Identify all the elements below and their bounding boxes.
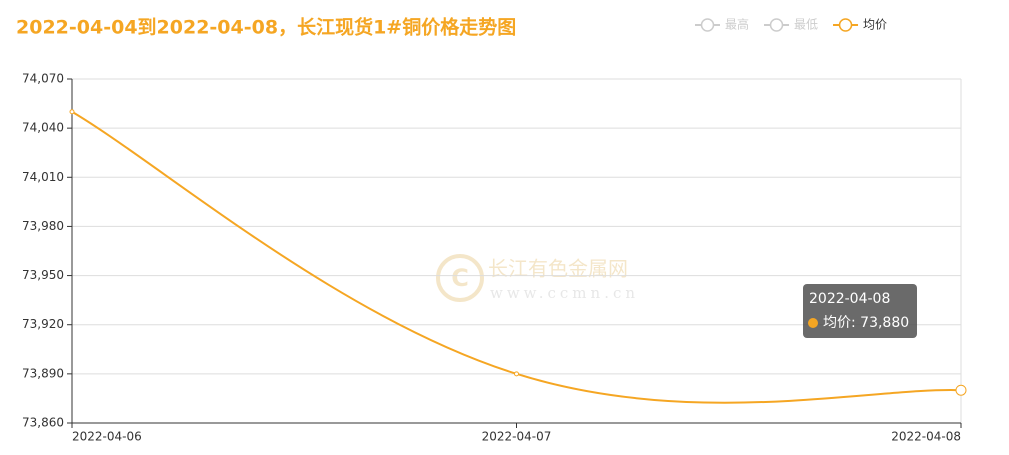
tooltip: 2022-04-08 均价: 73,880	[803, 284, 917, 338]
legend-marker	[769, 18, 784, 32]
x-tick-label: 2022-04-06	[72, 430, 142, 444]
chart-title: 2022-04-04到2022-04-08，长江现货1#铜价格走势图	[16, 16, 516, 39]
y-tick-label: 73,890	[22, 366, 64, 380]
y-tick-label: 73,920	[22, 317, 64, 331]
point	[514, 371, 519, 377]
tooltip-box	[803, 284, 917, 338]
y-tick-label: 73,980	[22, 219, 64, 233]
x-tick-label: 2022-04-07	[482, 430, 552, 444]
point	[955, 384, 967, 396]
watermark-logo-letter: C	[451, 264, 469, 292]
y-tick-label: 74,010	[22, 170, 64, 184]
watermark-logo	[436, 254, 484, 302]
tooltip-marker	[808, 318, 818, 328]
legend-marker	[838, 18, 853, 32]
legend-label: 均价	[863, 18, 887, 32]
tooltip-text: 均价: 73,880	[823, 315, 909, 331]
tooltip-title: 2022-04-08	[809, 291, 890, 307]
legend-label: 最高	[725, 17, 749, 32]
watermark: C 长江有色金属网 www.ccmn.cn	[436, 254, 639, 302]
legend-marker	[700, 18, 715, 32]
legend-item[interactable]: 最低	[764, 18, 818, 32]
watermark-name: 长江有色金属网	[488, 257, 628, 281]
legend-item[interactable]: 均价	[833, 18, 887, 32]
y-tick-label: 73,860	[22, 416, 64, 430]
watermark-url: www.ccmn.cn	[490, 284, 639, 302]
y-tick-label: 74,070	[22, 72, 64, 86]
x-tick-label: 2022-04-08	[891, 430, 961, 444]
point	[69, 109, 75, 115]
legend-label: 最低	[794, 18, 818, 32]
y-tick-label: 73,950	[22, 268, 64, 282]
legend-item[interactable]: 最高	[695, 17, 749, 32]
y-tick-label: 74,040	[22, 121, 64, 135]
